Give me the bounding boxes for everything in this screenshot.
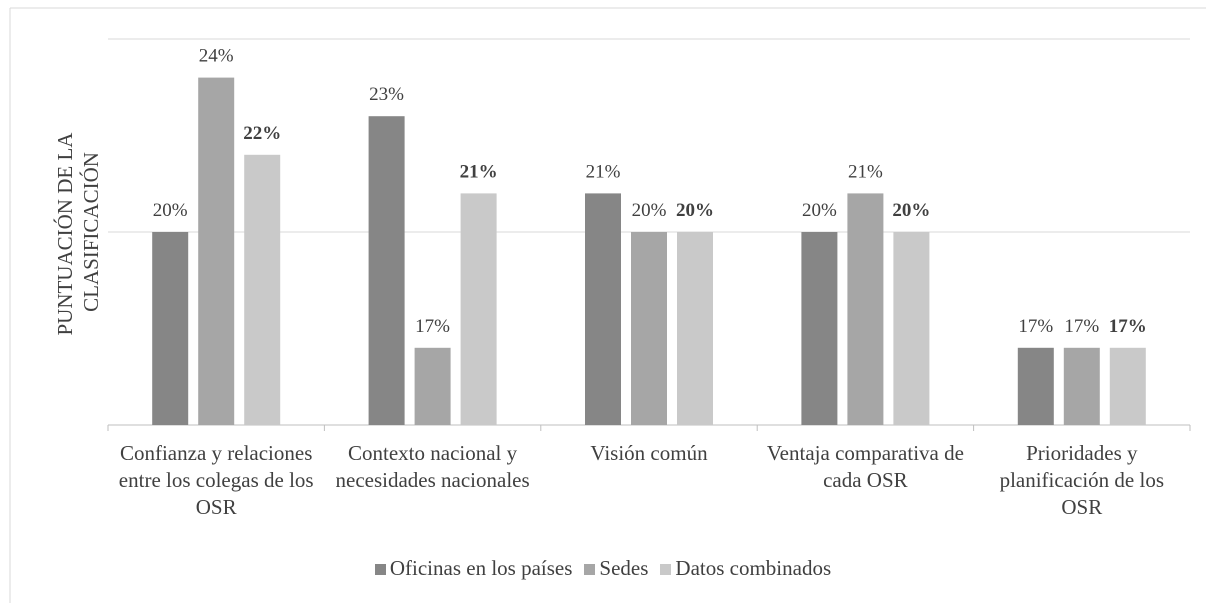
data-label: 17% — [415, 316, 450, 337]
data-label: 20% — [676, 200, 714, 221]
data-label: 17% — [1018, 316, 1053, 337]
bar — [1109, 347, 1146, 425]
data-label: 17% — [1109, 316, 1147, 337]
y-axis-label-line: CLASIFICACIÓN — [79, 152, 103, 312]
data-label: 20% — [802, 200, 837, 221]
data-label: 20% — [892, 200, 930, 221]
x-tick-label: Contexto nacional y necesidades nacional… — [335, 441, 530, 492]
y-axis-label: PUNTUACIÓN DE LA CLASIFICACIÓN — [53, 128, 103, 335]
bar — [460, 193, 497, 425]
legend: Oficinas en los países Sedes Datos combina… — [0, 556, 1206, 581]
legend-item: Oficinas en los países — [374, 556, 573, 581]
data-label: 23% — [369, 84, 404, 105]
legend-label: Oficinas en los países — [389, 556, 573, 580]
data-label: 22% — [243, 123, 281, 144]
bar — [631, 232, 667, 425]
data-label: 21% — [848, 161, 883, 182]
data-label: 24% — [199, 46, 234, 67]
bar — [1017, 347, 1054, 425]
bar — [677, 232, 713, 425]
x-tick-label: Prioridades y planificación de los OSR — [999, 441, 1165, 519]
legend-label: Datos combinados — [675, 556, 832, 580]
data-label: 21% — [586, 161, 621, 182]
bar — [152, 232, 189, 425]
bar — [414, 347, 451, 425]
legend-swatch — [374, 564, 386, 575]
y-axis-label-line: PUNTUACIÓN DE LA — [53, 132, 77, 336]
bar — [847, 193, 884, 425]
legend-item: Datos combinados — [660, 556, 831, 581]
bar — [585, 193, 621, 425]
legend-label: Sedes — [599, 556, 649, 580]
x-tick-label: Ventaja comparativa de cada OSR — [766, 441, 964, 492]
bar — [893, 232, 930, 425]
legend-swatch — [584, 564, 596, 575]
bar — [1063, 347, 1100, 425]
bar — [198, 77, 235, 425]
data-label: 21% — [460, 161, 498, 182]
bar — [368, 116, 405, 425]
legend-item: Sedes — [584, 556, 648, 581]
legend-swatch — [660, 564, 672, 575]
data-label: 17% — [1064, 316, 1099, 337]
x-tick-label: Confianza y relaciones entre los colegas… — [118, 441, 314, 519]
bar — [801, 232, 838, 425]
data-label: 20% — [632, 200, 667, 221]
data-label: 20% — [153, 200, 188, 221]
bar — [244, 154, 281, 426]
x-tick-label: Visión común — [590, 441, 708, 465]
